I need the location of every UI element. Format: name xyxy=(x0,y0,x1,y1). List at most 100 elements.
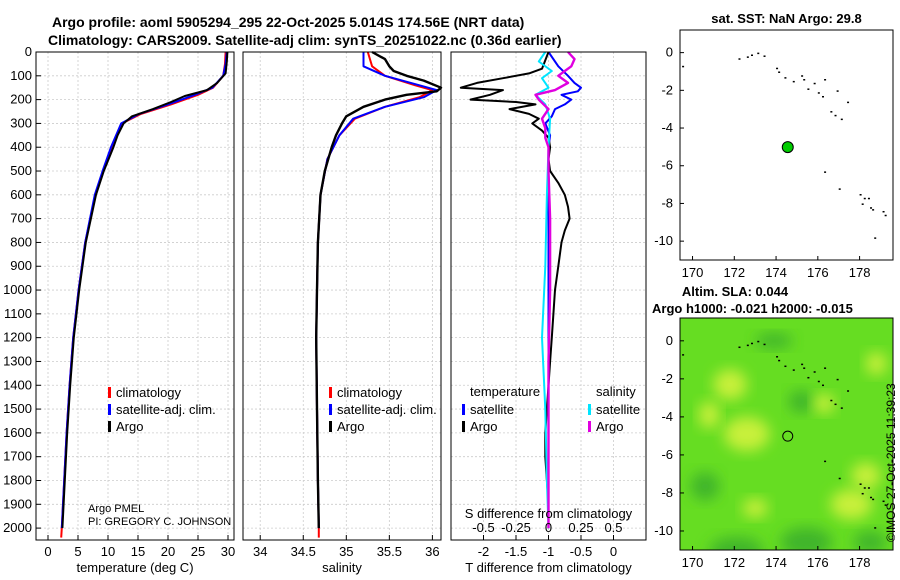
diff-legend-temp-argo-swatch xyxy=(462,421,465,432)
depth-tick-label: 600 xyxy=(10,187,32,202)
sst-coast-point xyxy=(746,56,749,58)
sst-coast-point xyxy=(792,80,795,83)
sla-coast-point xyxy=(824,367,827,369)
sst-map-title: sat. SST: NaN Argo: 29.8 xyxy=(711,11,862,26)
sla-coast-point xyxy=(738,346,741,349)
sal-x-tick-label: 36 xyxy=(425,544,439,559)
sla-low-patch xyxy=(755,333,793,349)
sla-coast-point xyxy=(840,407,843,409)
sla-map-title-line1: Altim. SLA: 0.044 xyxy=(682,284,789,299)
sla-coast-point xyxy=(784,365,787,368)
sst-map-xtick-label: 170 xyxy=(682,265,704,280)
sst-map-ytick-label: -8 xyxy=(661,195,673,210)
sal-x-tick-label: 34.5 xyxy=(291,544,316,559)
sst-coast-point xyxy=(863,197,866,200)
sst-coast-point xyxy=(763,55,766,57)
sst-map-ytick-label: -10 xyxy=(654,233,673,248)
diff-series-temperature-satellite xyxy=(544,51,582,529)
sst-coast-point xyxy=(803,79,806,81)
sla-map-title-line2: Argo h1000: -0.021 h2000: -0.015 xyxy=(652,301,853,316)
sst-map-xtick-label: 176 xyxy=(807,265,829,280)
sla-map-ytick-label: -8 xyxy=(661,485,673,500)
depth-tick-label: 500 xyxy=(10,163,32,178)
sla-coast-point xyxy=(776,356,779,358)
sst-map-xtick-label: 178 xyxy=(849,265,871,280)
sal-series-argo xyxy=(315,50,443,529)
temp-x-tick-label: 30 xyxy=(221,544,235,559)
sal-legend-2-swatch xyxy=(329,421,332,432)
depth-tick-label: 0 xyxy=(25,44,32,59)
sst-map-ytick-label: -2 xyxy=(661,82,673,97)
sla-argo-position-marker xyxy=(782,430,794,442)
diff-x-tick-label: -1.5 xyxy=(505,544,527,559)
temp-xlabel: temperature (deg C) xyxy=(76,560,193,575)
depth-tick-label: 1600 xyxy=(3,425,32,440)
sst-coast-point xyxy=(824,171,827,173)
sla-map-xtick-label: 174 xyxy=(765,555,787,570)
sla-map-frame xyxy=(679,317,894,551)
sla-coast-point xyxy=(682,354,685,356)
temp-x-tick-label: 15 xyxy=(131,544,145,559)
diff-legend-sal-argo-label: Argo xyxy=(596,419,623,434)
sal-xlabel: salinity xyxy=(322,560,362,575)
sal-frame xyxy=(242,51,442,541)
temp-legend-2-swatch xyxy=(108,421,111,432)
sst-map-ytick-label: -6 xyxy=(661,158,673,173)
temp-legend-1-swatch xyxy=(108,404,111,415)
depth-tick-label: 200 xyxy=(10,92,32,107)
sst-coast-point xyxy=(784,77,787,79)
diff-legend-sal-title: salinity xyxy=(596,384,636,399)
depth-tick-label: 700 xyxy=(10,211,32,226)
sla-coast-point xyxy=(874,527,877,529)
diff-s-tick-label: 0.25 xyxy=(568,520,593,535)
diff-legend-sal-sat-swatch xyxy=(588,404,591,415)
sla-map-ytick-label: -6 xyxy=(661,447,673,462)
diff-legend-sal-sat-label: satellite xyxy=(596,402,640,417)
depth-tick-label: 1200 xyxy=(3,330,32,345)
temp-x-tick-label: 10 xyxy=(101,544,115,559)
diff-xlabel-top: S difference from climatology xyxy=(465,506,633,521)
sst-coast-point xyxy=(867,197,870,200)
sla-coast-point xyxy=(834,403,837,406)
sla-high-patch xyxy=(865,352,887,376)
temp-x-tick-label: 20 xyxy=(161,544,175,559)
sla-coast-point xyxy=(870,496,873,499)
sla-map-ytick-label: -2 xyxy=(661,371,673,386)
imos-credit: ©IMOS 27-Oct-2025 11:39:23 xyxy=(884,383,898,542)
depth-tick-label: 400 xyxy=(10,139,32,154)
depth-tick-label: 800 xyxy=(10,234,32,249)
sst-coast-point xyxy=(807,88,810,90)
temp-legend-1-label: satellite-adj. clim. xyxy=(116,402,216,417)
diff-s-tick-label: 0.5 xyxy=(604,520,622,535)
depth-tick-label: 900 xyxy=(10,258,32,273)
diff-series-salinity-satellite xyxy=(534,51,553,529)
diff-s-tick-label: -0.5 xyxy=(472,520,494,535)
sla-coast-point xyxy=(830,399,833,402)
sla-coast-point xyxy=(838,477,841,480)
diff-legend-temp-title: temperature xyxy=(470,384,540,399)
depth-tick-label: 100 xyxy=(10,68,32,83)
diff-legend-temp-argo-label: Argo xyxy=(470,419,497,434)
diff-x-tick-label: -2 xyxy=(478,544,490,559)
sla-map-ytick-label: 0 xyxy=(666,333,673,348)
argo-annotation-line1: Argo PMEL xyxy=(88,503,144,515)
sla-coast-point xyxy=(861,492,864,495)
sst-coast-point xyxy=(870,207,873,209)
sla-high-patch xyxy=(742,498,768,518)
sla-high-patch xyxy=(830,489,873,520)
sst-coast-point xyxy=(834,114,837,117)
diff-s-tick-label: -0.25 xyxy=(501,520,531,535)
sst-coast-point xyxy=(884,214,887,217)
argo-annotation-line2: PI: GREGORY C. JOHNSON xyxy=(88,516,231,528)
temp-x-tick-label: 5 xyxy=(74,544,81,559)
sst-coast-point xyxy=(882,210,885,213)
depth-tick-label: 1400 xyxy=(3,377,32,392)
depth-tick-label: 1000 xyxy=(3,282,32,297)
sst-coast-point xyxy=(824,79,827,81)
sal-legend-0-label: climatology xyxy=(337,385,403,400)
sal-legend-1-label: satellite-adj. clim. xyxy=(337,402,437,417)
sst-map-ytick-label: 0 xyxy=(666,45,673,60)
sla-coast-point xyxy=(882,500,885,503)
figure-title-line2: Climatology: CARS2009. Satellite-adj cli… xyxy=(48,32,562,48)
sla-coast-point xyxy=(863,487,866,489)
